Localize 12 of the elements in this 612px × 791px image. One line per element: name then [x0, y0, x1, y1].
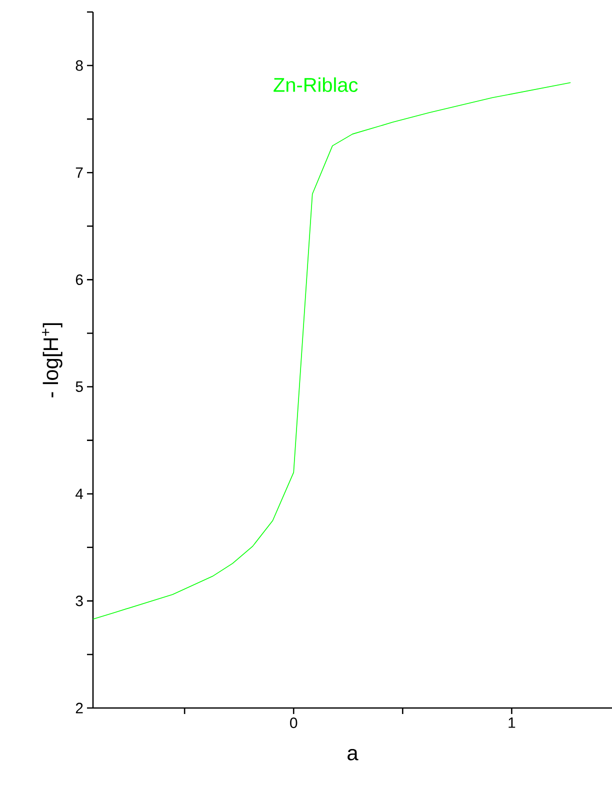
- y-tick-label: 2: [76, 702, 83, 714]
- x-axis-title: a: [348, 748, 358, 760]
- x-tick-label: 1: [508, 718, 516, 728]
- y-tick-label: 3: [76, 596, 83, 606]
- series-label: Zn-Riblac: [274, 77, 358, 92]
- y-tick-label: 5: [76, 382, 83, 392]
- x-tick-label: 0: [290, 718, 298, 728]
- y-axis-title: - log[H$^{+}$]: [42, 323, 62, 398]
- y-tick-label: 6: [76, 274, 83, 285]
- y-tick-label: 8: [76, 60, 83, 71]
- y-tick-label: 7: [76, 167, 83, 178]
- y-tick-label: 4: [76, 488, 84, 499]
